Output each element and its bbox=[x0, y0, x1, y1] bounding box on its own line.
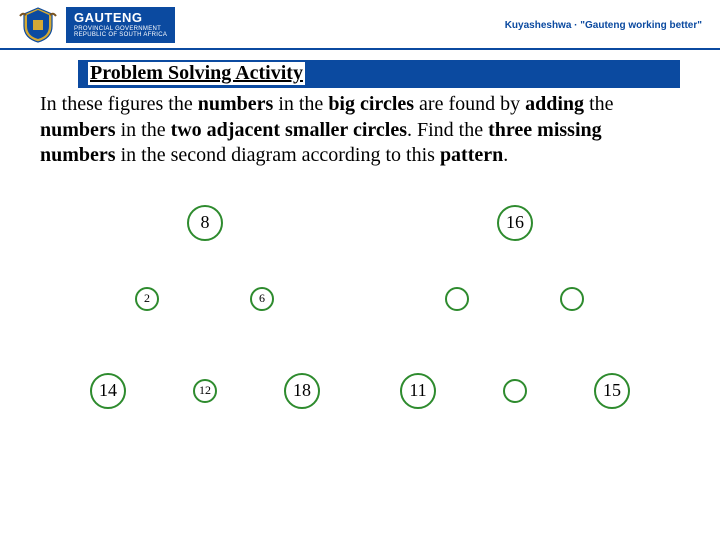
small-left: 2 bbox=[135, 287, 159, 311]
big-left: 14 bbox=[90, 373, 126, 409]
crest-icon bbox=[18, 6, 58, 44]
t: numbers bbox=[40, 119, 116, 141]
title-bar: Problem Solving Activity bbox=[78, 60, 680, 88]
t: big circles bbox=[328, 93, 414, 115]
small-bottom: 12 bbox=[193, 379, 217, 403]
big-top: 8 bbox=[187, 205, 223, 241]
t: in the bbox=[116, 119, 171, 141]
small-right: 6 bbox=[250, 287, 274, 311]
small-left bbox=[445, 287, 469, 311]
activity-title: Problem Solving Activity bbox=[88, 62, 305, 85]
small-bottom bbox=[503, 379, 527, 403]
t: are found by bbox=[414, 93, 525, 115]
t: pattern bbox=[440, 144, 503, 166]
body-text: In these figures the numbers in the big … bbox=[40, 92, 680, 169]
t: the bbox=[584, 93, 613, 115]
header-left: GAUTENG PROVINCIAL GOVERNMENT REPUBLIC O… bbox=[18, 6, 175, 44]
brand-sub2: REPUBLIC OF SOUTH AFRICA bbox=[74, 32, 167, 39]
brand-sub1: PROVINCIAL GOVERNMENT bbox=[74, 26, 167, 33]
diagram-2: 16 11 15 bbox=[400, 205, 630, 415]
header-tagline: Kuyasheshwa · "Gauteng working better" bbox=[505, 20, 702, 31]
t: . Find the bbox=[407, 119, 488, 141]
t: In these figures the bbox=[40, 93, 198, 115]
t: . bbox=[503, 144, 508, 166]
big-top: 16 bbox=[497, 205, 533, 241]
brand-title: GAUTENG bbox=[74, 11, 167, 25]
t: adding bbox=[525, 93, 584, 115]
t: numbers bbox=[198, 93, 274, 115]
t: in the bbox=[273, 93, 328, 115]
brand-block: GAUTENG PROVINCIAL GOVERNMENT REPUBLIC O… bbox=[66, 7, 175, 42]
t: two adjacent smaller circles bbox=[171, 119, 407, 141]
t: in the second diagram according to this bbox=[116, 144, 440, 166]
diagrams-row: 8 2 6 14 12 18 16 11 15 bbox=[0, 205, 720, 415]
big-right: 15 bbox=[594, 373, 630, 409]
big-right: 18 bbox=[284, 373, 320, 409]
big-left: 11 bbox=[400, 373, 436, 409]
diagram-1: 8 2 6 14 12 18 bbox=[90, 205, 320, 415]
page-header: GAUTENG PROVINCIAL GOVERNMENT REPUBLIC O… bbox=[0, 0, 720, 50]
small-right bbox=[560, 287, 584, 311]
